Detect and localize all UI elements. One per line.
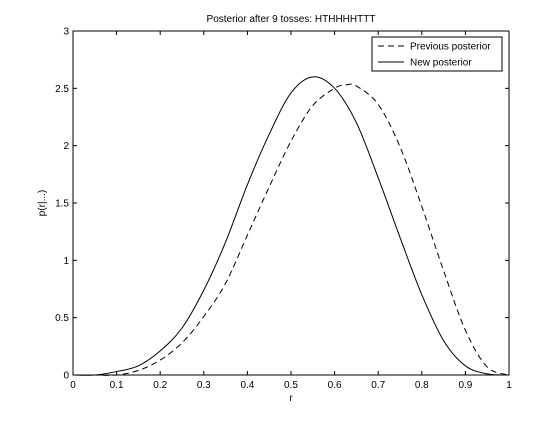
x-tick-label: 0.2 — [153, 380, 167, 391]
legend-label-new-posterior: New posterior — [410, 58, 472, 69]
x-tick-label: 0.9 — [458, 380, 472, 391]
y-axis-label: p(r|...) — [37, 190, 48, 216]
x-tick-label: 0.1 — [110, 380, 124, 391]
chart-title: Posterior after 9 tosses: HTHHHHTTT — [207, 14, 376, 25]
x-tick-label: 0.3 — [197, 380, 211, 391]
axes-layer: 0 0.1 0.2 0.3 0.4 0.5 0.6 0.7 0.8 0.9 1 0 0.5 1 1.5 2 2.… — [55, 27, 512, 392]
series-line-previous-posterior — [73, 83, 510, 376]
y-tick-label: 2.5 — [55, 84, 69, 95]
x-tick-label: 0.5 — [284, 380, 298, 391]
x-tick-label: 0.8 — [415, 380, 429, 391]
x-tick-label: 0.4 — [240, 380, 254, 391]
y-tick-label: 3 — [63, 27, 69, 38]
x-tick-label: 0 — [70, 380, 76, 391]
x-tick-label: 0.7 — [371, 380, 385, 391]
legend: Previous posterior New posterior — [371, 36, 503, 72]
y-tick-label: 2 — [63, 141, 69, 152]
series-line-new-posterior — [72, 76, 510, 376]
y-tick-label: 0.5 — [55, 313, 69, 324]
x-tick-label: 0.6 — [328, 380, 342, 391]
y-tick-label: 1 — [63, 256, 69, 267]
plot-area — [72, 30, 510, 376]
y-tick-label: 0 — [63, 371, 69, 382]
x-axis-label: r — [289, 393, 293, 404]
legend-box — [371, 36, 503, 72]
legend-label-previous-posterior: Previous posterior — [410, 42, 491, 53]
x-tick-label: 1 — [506, 380, 512, 391]
y-tick-label: 1.5 — [55, 199, 69, 210]
series-layer — [72, 76, 510, 376]
